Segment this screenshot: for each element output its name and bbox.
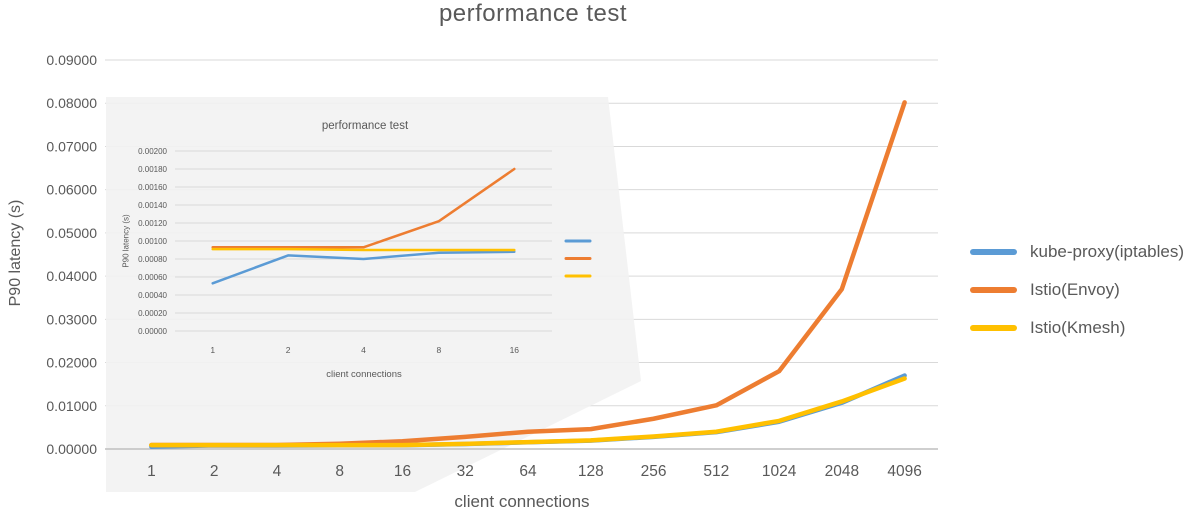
x-tick-label: 32	[457, 463, 474, 480]
inset-series-line-istio-envoy	[211, 167, 516, 249]
inset-y-tick-label: 0.00020	[138, 309, 167, 318]
series-line-istio-kmesh	[149, 376, 907, 448]
legend: kube-proxy(iptables) Istio(Envoy) Istio(…	[970, 233, 1184, 347]
x-tick-label: 8	[335, 463, 344, 480]
inset-chart-title: performance test	[321, 120, 409, 132]
y-tick-label: 0.01000	[46, 398, 97, 414]
inset-y-tick-label: 0.00060	[138, 273, 167, 282]
y-tick-label: 0.05000	[46, 225, 97, 241]
x-tick-label: 256	[641, 463, 667, 480]
inset-x-tick-label: 4	[361, 345, 366, 355]
inset-series-line-kube-proxy-iptables	[211, 250, 516, 285]
x-tick-label: 64	[519, 463, 537, 480]
inset-x-tick-label: 16	[510, 345, 520, 355]
legend-label: kube-proxy(iptables)	[1030, 242, 1185, 261]
y-tick-label: 0.09000	[46, 52, 97, 68]
y-tick-label: 0.07000	[46, 138, 97, 154]
legend-item: Istio(Kmesh)	[970, 309, 1184, 347]
legend-label: Istio(Kmesh)	[1030, 318, 1126, 337]
inset-y-tick-label: 0.00120	[138, 219, 167, 228]
legend-item: kube-proxy(iptables)	[970, 233, 1184, 271]
legend-label: Istio(Envoy)	[1030, 280, 1120, 299]
x-tick-label: 2	[210, 463, 219, 480]
inset-y-tick-label: 0.00040	[138, 291, 167, 300]
chart-title: performance test	[438, 0, 628, 27]
y-tick-label: 0.04000	[46, 268, 97, 284]
y-tick-label: 0.08000	[46, 95, 97, 111]
x-tick-label: 1024	[762, 463, 797, 480]
x-tick-label: 4	[273, 463, 282, 480]
inset-x-axis-title: client connections	[326, 369, 402, 380]
inset-y-tick-label: 0.00160	[138, 183, 167, 192]
y-axis-title: P90 latency (s)	[7, 199, 24, 307]
x-axis-title: client connections	[454, 492, 590, 511]
inset-x-tick-label: 2	[286, 345, 291, 355]
inset-series-line-istio-kmesh	[211, 247, 516, 252]
y-tick-label: 0.06000	[46, 182, 97, 198]
x-tick-label: 128	[578, 463, 604, 480]
x-tick-label: 2048	[825, 463, 859, 480]
legend-swatch-istio-kmesh	[970, 325, 1017, 331]
inset-y-tick-label: 0.00100	[138, 237, 167, 246]
inset-x-tick-label: 8	[437, 345, 442, 355]
y-tick-label: 0.03000	[46, 311, 97, 327]
inset-y-tick-label: 0.00000	[138, 327, 167, 336]
inset-x-tick-label: 1	[210, 345, 215, 355]
legend-swatch-kube-proxy-iptables	[970, 249, 1017, 255]
legend-swatch-istio-envoy	[970, 287, 1017, 293]
y-tick-label: 0.02000	[46, 355, 97, 371]
inset-y-axis-title: P90 latency (s)	[121, 214, 131, 268]
x-tick-label: 4096	[887, 463, 921, 480]
inset-y-tick-label: 0.00080	[138, 255, 167, 264]
inset-y-tick-label: 0.00200	[138, 147, 167, 156]
x-tick-label: 16	[394, 463, 411, 480]
legend-item: Istio(Envoy)	[970, 271, 1184, 309]
inset-y-tick-label: 0.00180	[138, 165, 167, 174]
x-tick-label: 512	[703, 463, 729, 480]
x-tick-label: 1	[147, 463, 156, 480]
y-tick-label: 0.00000	[46, 441, 97, 457]
inset-y-tick-label: 0.00140	[138, 201, 167, 210]
